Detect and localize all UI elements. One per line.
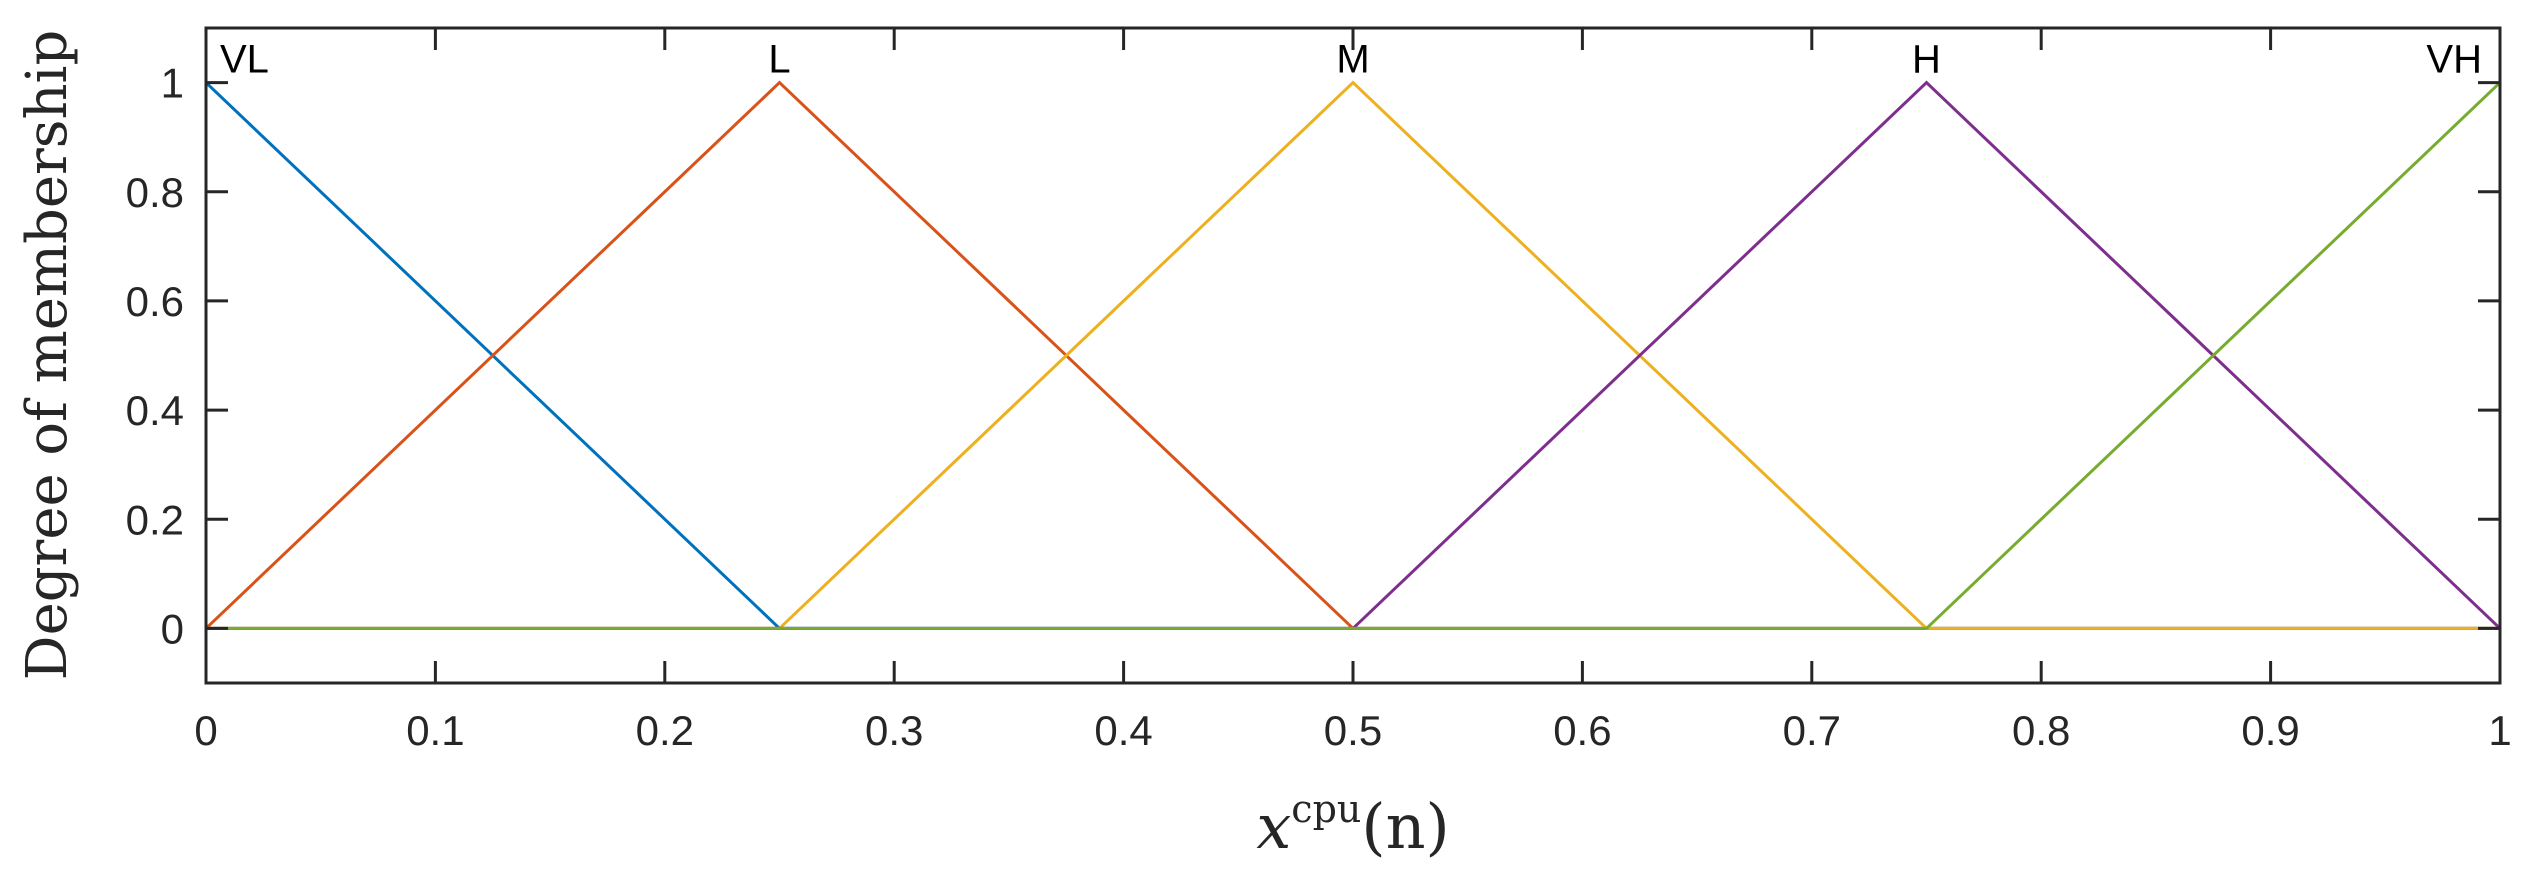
- y-tick-label: 0: [161, 605, 184, 652]
- x-tick-label: 0.1: [406, 707, 464, 754]
- y-axis-title: Degree of membership: [15, 30, 80, 681]
- x-tick-label: 1: [2488, 707, 2511, 754]
- x-tick-label: 0.3: [865, 707, 923, 754]
- y-tick-label: 0.6: [126, 278, 184, 325]
- axis-ticks: 0 0.1 0.2 0.3 0.4 0.5 0.6 0.7 0.8 0.9 1 0 0.2 0.4 0.6 0…: [126, 28, 2512, 754]
- label-vh: VH: [2426, 38, 2482, 82]
- x-axis-title-argument: (n): [1361, 790, 1449, 863]
- x-axis-title: xcpu(n): [1256, 787, 1449, 863]
- x-axis-title-superscript: cpu: [1291, 787, 1361, 831]
- x-tick-label: 0.4: [1094, 707, 1152, 754]
- x-tick-label: 0.2: [636, 707, 694, 754]
- series-layer: [204, 80, 2502, 630]
- plot-frame: [204, 26, 2502, 685]
- x-tick-label: 0.6: [1553, 707, 1611, 754]
- label-vl: VL: [220, 38, 269, 82]
- x-tick-label: 0.9: [2241, 707, 2299, 754]
- y-tick-label: 0.8: [126, 169, 184, 216]
- x-tick-label: 0.7: [1783, 707, 1841, 754]
- x-tick-label: 0.8: [2012, 707, 2070, 754]
- y-tick-label: 0.4: [126, 387, 184, 434]
- plot-background: [206, 28, 2500, 683]
- y-tick-label: 0.2: [126, 496, 184, 543]
- x-axis-title-variable: x: [1256, 790, 1291, 863]
- x-tick-label: 0: [194, 707, 217, 754]
- y-tick-label: 1: [161, 60, 184, 107]
- label-h: H: [1912, 38, 1941, 82]
- series-line-vh: [206, 81, 2502, 630]
- x-tick-label: 0.5: [1324, 707, 1382, 754]
- label-l: L: [768, 38, 790, 82]
- membership-labels: VL L M H VH: [220, 38, 2482, 82]
